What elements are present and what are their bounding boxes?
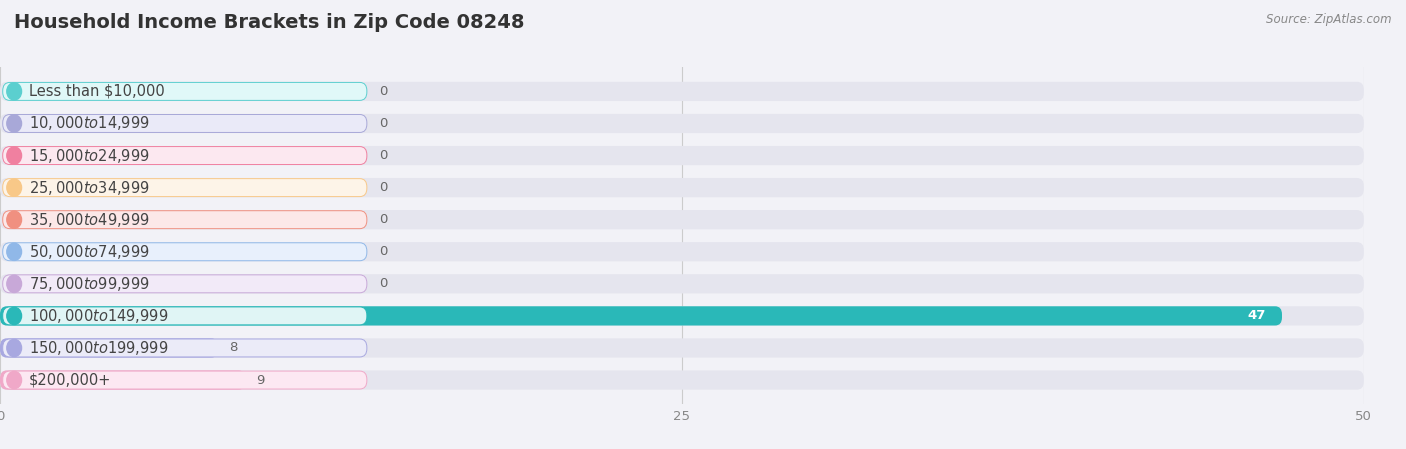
Text: Source: ZipAtlas.com: Source: ZipAtlas.com	[1267, 13, 1392, 26]
Text: 9: 9	[256, 374, 264, 387]
Text: 0: 0	[380, 117, 388, 130]
FancyBboxPatch shape	[0, 274, 1364, 294]
Text: $200,000+: $200,000+	[28, 373, 111, 387]
FancyBboxPatch shape	[0, 339, 218, 357]
Text: $10,000 to $14,999: $10,000 to $14,999	[28, 114, 149, 132]
FancyBboxPatch shape	[0, 242, 1364, 261]
Text: 47: 47	[1247, 309, 1265, 322]
FancyBboxPatch shape	[3, 339, 367, 357]
FancyBboxPatch shape	[0, 114, 1364, 133]
Text: Less than $10,000: Less than $10,000	[28, 84, 165, 99]
FancyBboxPatch shape	[0, 146, 1364, 165]
FancyBboxPatch shape	[0, 210, 1364, 229]
Circle shape	[7, 275, 21, 292]
Text: $50,000 to $74,999: $50,000 to $74,999	[28, 243, 149, 261]
Circle shape	[7, 179, 21, 196]
Circle shape	[7, 83, 21, 100]
Text: $100,000 to $149,999: $100,000 to $149,999	[28, 307, 169, 325]
FancyBboxPatch shape	[0, 339, 1364, 357]
FancyBboxPatch shape	[0, 370, 1364, 390]
Circle shape	[7, 115, 21, 132]
Text: $25,000 to $34,999: $25,000 to $34,999	[28, 179, 149, 197]
FancyBboxPatch shape	[3, 146, 367, 164]
FancyBboxPatch shape	[0, 306, 1282, 326]
FancyBboxPatch shape	[3, 243, 367, 261]
Text: 0: 0	[380, 149, 388, 162]
Text: 0: 0	[380, 213, 388, 226]
Circle shape	[7, 371, 21, 389]
Text: Household Income Brackets in Zip Code 08248: Household Income Brackets in Zip Code 08…	[14, 13, 524, 32]
FancyBboxPatch shape	[3, 307, 367, 325]
FancyBboxPatch shape	[0, 370, 246, 390]
Text: 0: 0	[380, 277, 388, 291]
Circle shape	[7, 243, 21, 260]
FancyBboxPatch shape	[3, 211, 367, 229]
FancyBboxPatch shape	[3, 114, 367, 132]
FancyBboxPatch shape	[0, 178, 1364, 197]
Text: 0: 0	[380, 85, 388, 98]
Text: $35,000 to $49,999: $35,000 to $49,999	[28, 211, 149, 229]
FancyBboxPatch shape	[3, 371, 367, 389]
Circle shape	[7, 211, 21, 229]
FancyBboxPatch shape	[3, 275, 367, 293]
FancyBboxPatch shape	[3, 83, 367, 101]
Circle shape	[7, 339, 21, 357]
FancyBboxPatch shape	[3, 179, 367, 197]
Circle shape	[7, 147, 21, 164]
Text: $15,000 to $24,999: $15,000 to $24,999	[28, 146, 149, 164]
Text: 0: 0	[380, 245, 388, 258]
Text: $150,000 to $199,999: $150,000 to $199,999	[28, 339, 169, 357]
FancyBboxPatch shape	[0, 82, 1364, 101]
Text: 8: 8	[229, 342, 238, 354]
Text: 0: 0	[380, 181, 388, 194]
Circle shape	[7, 307, 21, 325]
Text: $75,000 to $99,999: $75,000 to $99,999	[28, 275, 149, 293]
FancyBboxPatch shape	[0, 306, 1364, 326]
